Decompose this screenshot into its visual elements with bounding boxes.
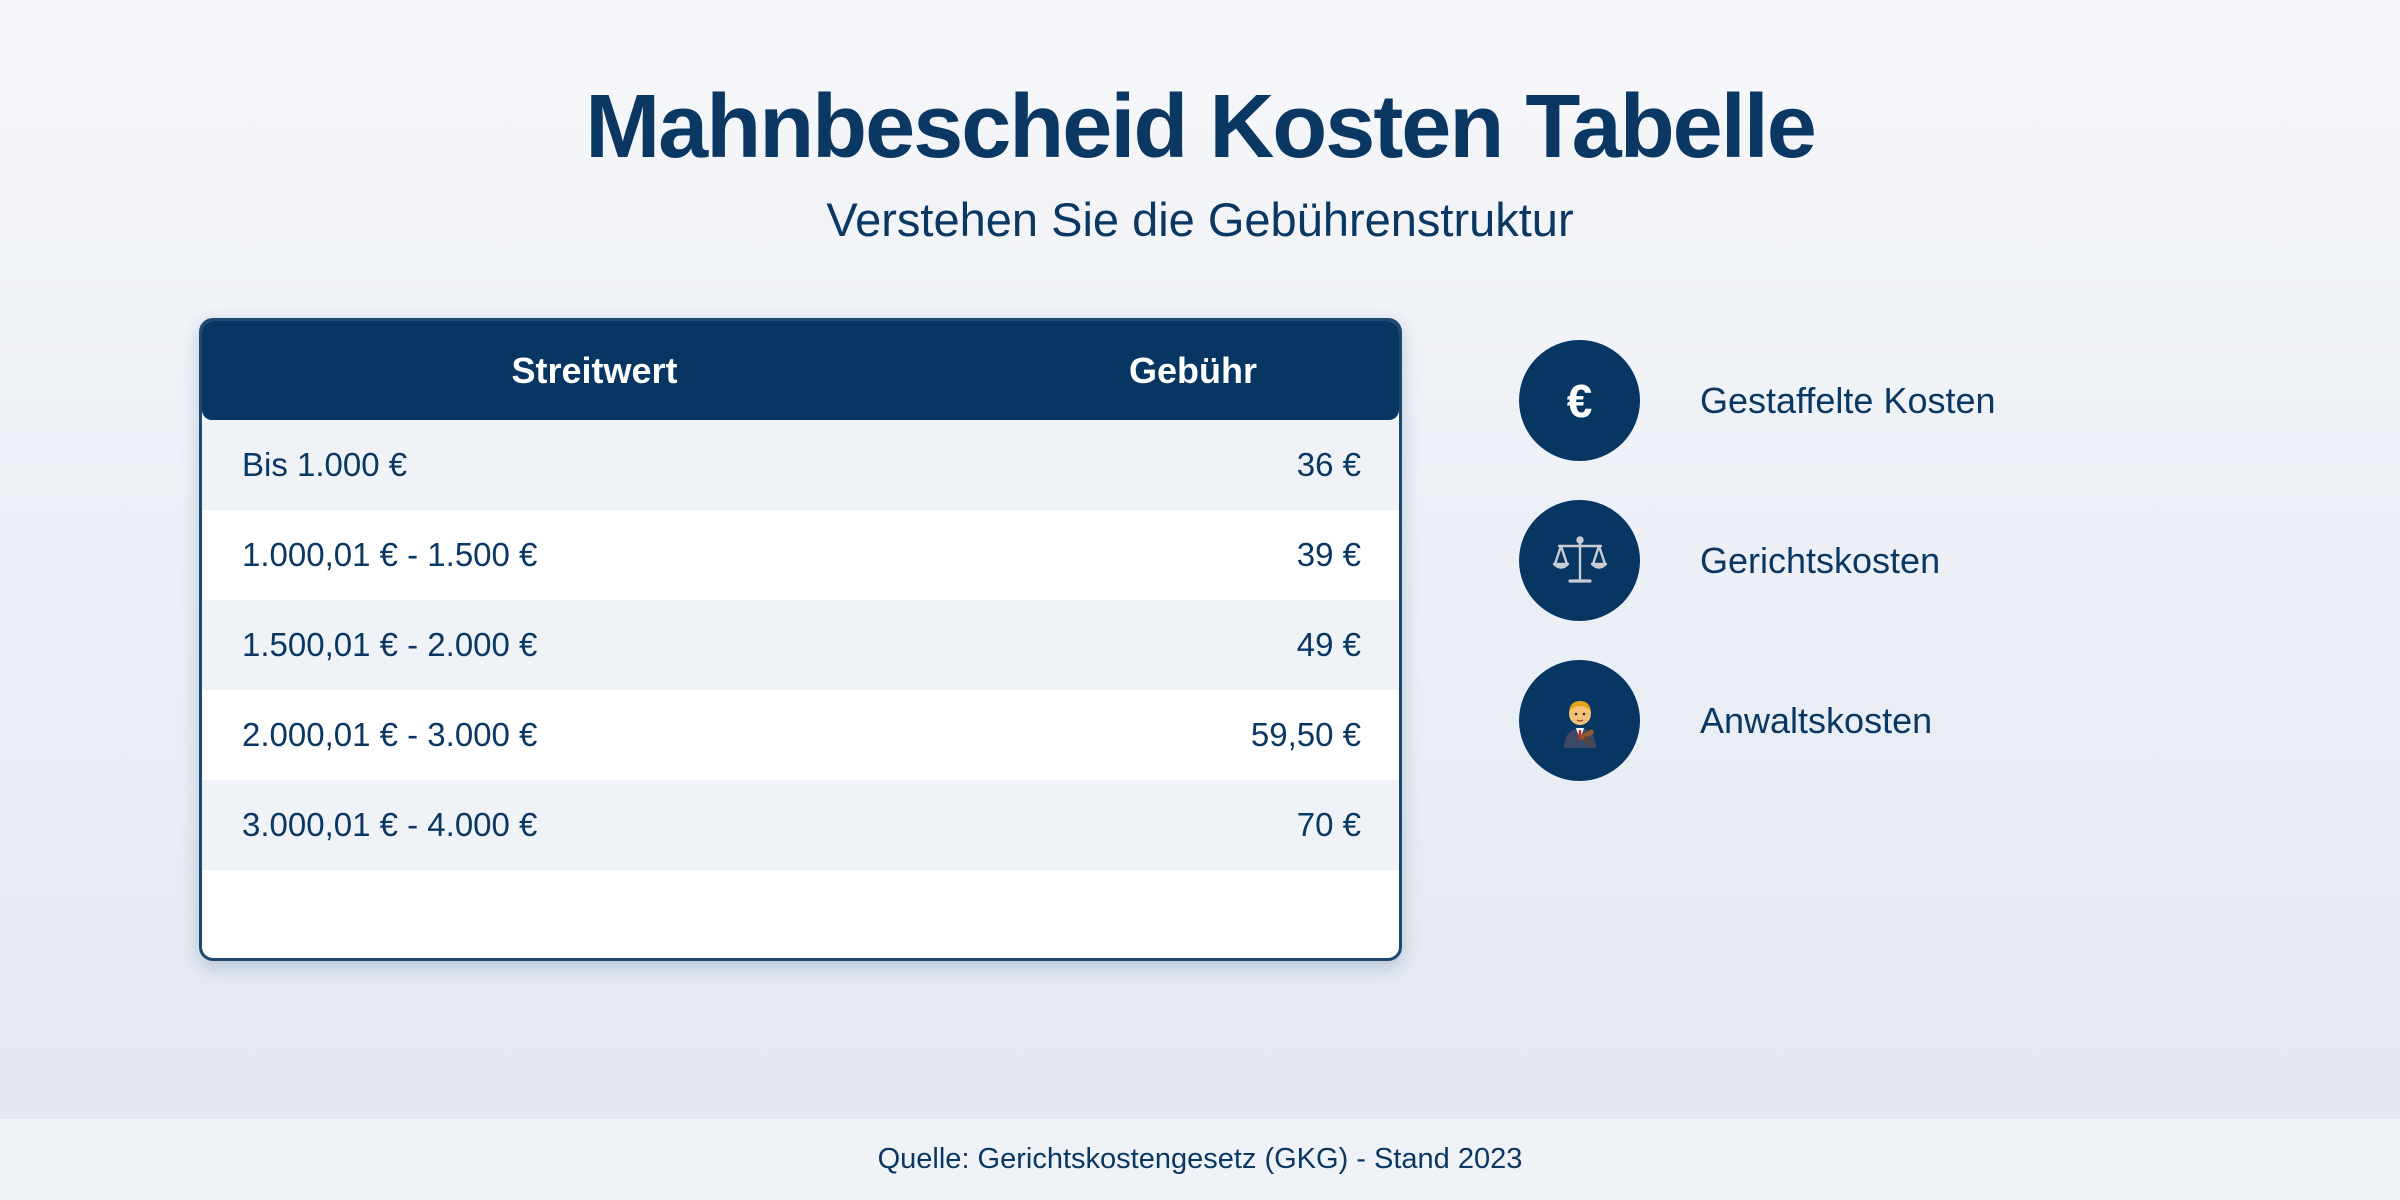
page-subtitle: Verstehen Sie die Gebührenstruktur [826,193,1574,246]
column-header-gebuehr: Gebühr [1128,350,1257,391]
gebuehr-cell: 59,50 € [1250,716,1361,753]
lawyer-icon [1519,660,1640,781]
streitwert-cell: Bis 1.000 € [242,446,408,483]
streitwert-cell: 1.500,01 € - 2.000 € [242,626,538,663]
page-title: Mahnbescheid Kosten Tabelle [585,77,1817,177]
streitwert-cell: 3.000,01 € - 4.000 € [242,806,538,843]
feature-gerichtskosten: Gerichtskosten [1519,500,2219,621]
scales-icon [1519,500,1640,621]
table-header: Streitwert Gebühr [202,321,1399,420]
euro-icon: € [1519,340,1640,461]
table-row: 3.000,01 € - 4.000 € 70 € [202,780,1399,870]
streitwert-cell: 2.000,01 € - 3.000 € [242,716,538,753]
feature-label: Gerichtskosten [1700,540,1941,581]
feature-label: Anwaltskosten [1700,700,1933,741]
gebuehr-cell: 49 € [1296,626,1361,663]
table-row: 2.000,01 € - 3.000 € 59,50 € [202,690,1399,780]
feature-label: Gestaffelte Kosten [1700,380,1996,421]
feature-gestaffelte-kosten: € Gestaffelte Kosten [1519,340,2219,461]
fee-table: Streitwert Gebühr Bis 1.000 € 36 € 1.000… [199,318,1402,961]
gebuehr-cell: 70 € [1296,806,1361,843]
table-row: 1.000,01 € - 1.500 € 39 € [202,510,1399,600]
gebuehr-cell: 39 € [1296,536,1361,573]
feature-anwaltskosten: Anwaltskosten [1519,660,2219,781]
table-row: Bis 1.000 € 36 € [202,420,1399,510]
table-body: Bis 1.000 € 36 € 1.000,01 € - 1.500 € 39… [202,420,1399,870]
column-header-streitwert: Streitwert [511,350,678,391]
table-row: 1.500,01 € - 2.000 € 49 € [202,600,1399,690]
footer-source: Quelle: Gerichtskostengesetz (GKG) - Sta… [0,1119,2400,1200]
streitwert-cell: 1.000,01 € - 1.500 € [242,536,538,573]
gebuehr-cell: 36 € [1296,446,1361,483]
